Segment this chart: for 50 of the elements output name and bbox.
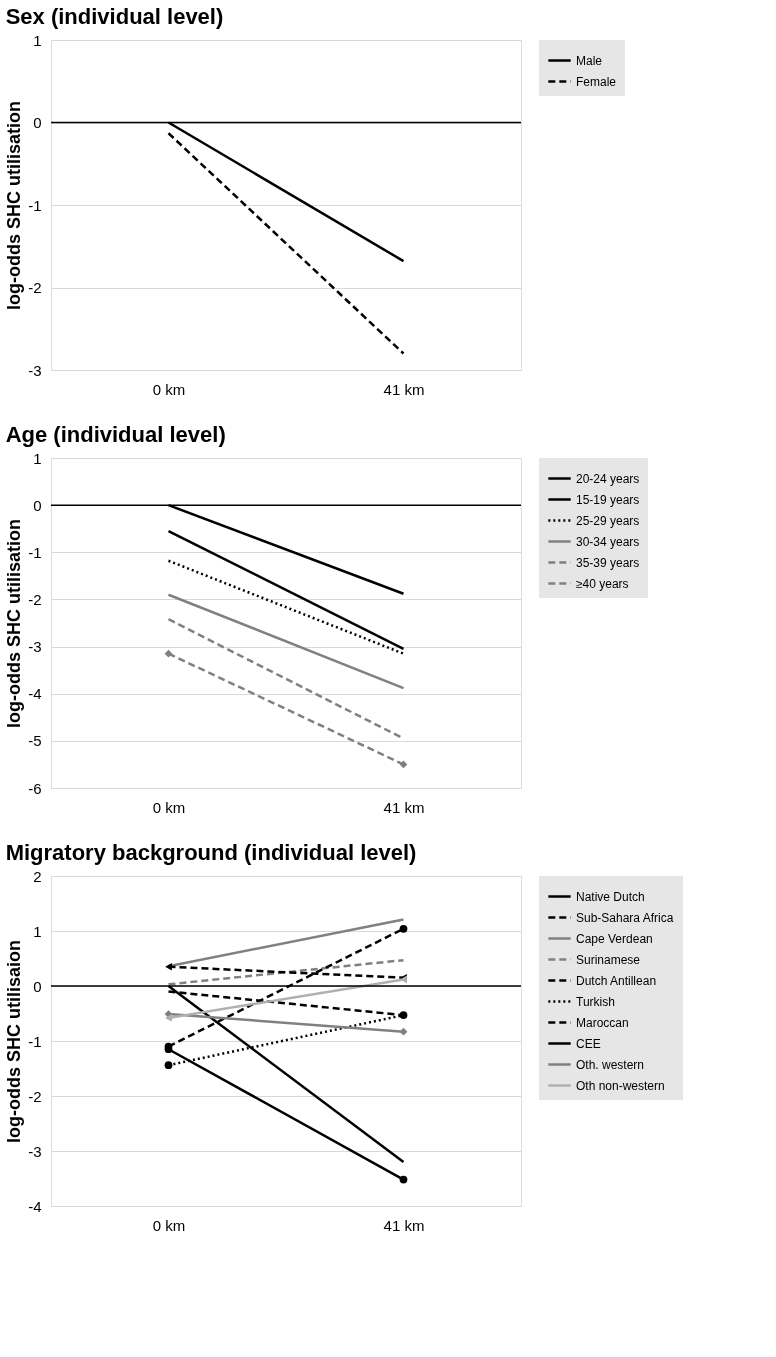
x-tick-label: 41 km (383, 380, 425, 398)
y-tick-label: -4 (28, 685, 42, 703)
y-tick-label: 2 (33, 867, 42, 885)
y-tick-label: 1 (33, 449, 42, 467)
y-tick-label: -3 (28, 1142, 42, 1160)
y-tick-label: 0 (33, 114, 42, 131)
y-tick-label: -3 (28, 361, 42, 379)
legend-label: Native Dutch (576, 889, 645, 904)
y-tick-label: 0 (33, 977, 42, 995)
y-tick-label: -2 (28, 590, 42, 608)
y-tick-label: 0 (33, 496, 42, 514)
legend-label: Cape Verdean (576, 931, 653, 946)
y-tick-label: -1 (28, 196, 42, 214)
legend-label: Surinamese (576, 952, 641, 967)
legend-label: 25-29 years (576, 513, 640, 528)
x-tick-label: 0 km (152, 798, 186, 816)
legend-label: ≥40 years (576, 576, 629, 591)
legend-label: Dutch Antillean (576, 973, 657, 988)
y-tick-label: -2 (28, 279, 42, 296)
y-axis-title: log-odds SHC utilisation (4, 519, 25, 728)
legend-label: Turkish (576, 994, 615, 1009)
legend-label: Maroccan (576, 1015, 629, 1030)
legend-label: 35-39 years (576, 555, 640, 570)
legend-label: Female (576, 74, 617, 89)
y-axis-title: log-odds SHC utilisaion (4, 940, 25, 1143)
y-tick-label: 1 (33, 31, 42, 49)
legend-label: 30-34 years (576, 534, 640, 549)
legend-label: Oth non-western (576, 1078, 665, 1093)
legend-label: Sub-Sahara Africa (576, 910, 674, 925)
x-tick-label: 41 km (383, 1216, 425, 1234)
legend-label: CEE (576, 1036, 601, 1051)
legend-label: Male (576, 53, 603, 68)
y-tick-label: -2 (28, 1087, 42, 1105)
chart-title: Age (individual level) (5, 422, 226, 447)
x-tick-label: 41 km (383, 798, 425, 816)
y-tick-label: -1 (28, 543, 42, 561)
y-tick-label: -4 (28, 1197, 42, 1215)
y-axis-title: log-odds SHC utilisation (4, 101, 25, 310)
x-tick-label: 0 km (152, 1216, 186, 1234)
legend-label: 15-19 years (576, 492, 640, 507)
y-tick-label: -1 (28, 1032, 42, 1050)
y-tick-label: -6 (28, 779, 42, 797)
legend-label: 20-24 years (576, 471, 640, 486)
legend-label: Oth. western (576, 1057, 645, 1072)
chart-title: Migratory background (individual level) (5, 840, 417, 865)
y-tick-label: -5 (28, 732, 42, 750)
chart-title: Sex (individual level) (5, 4, 224, 29)
y-tick-label: -3 (28, 638, 42, 656)
y-tick-label: 1 (33, 922, 42, 940)
x-tick-label: 0 km (152, 380, 186, 398)
